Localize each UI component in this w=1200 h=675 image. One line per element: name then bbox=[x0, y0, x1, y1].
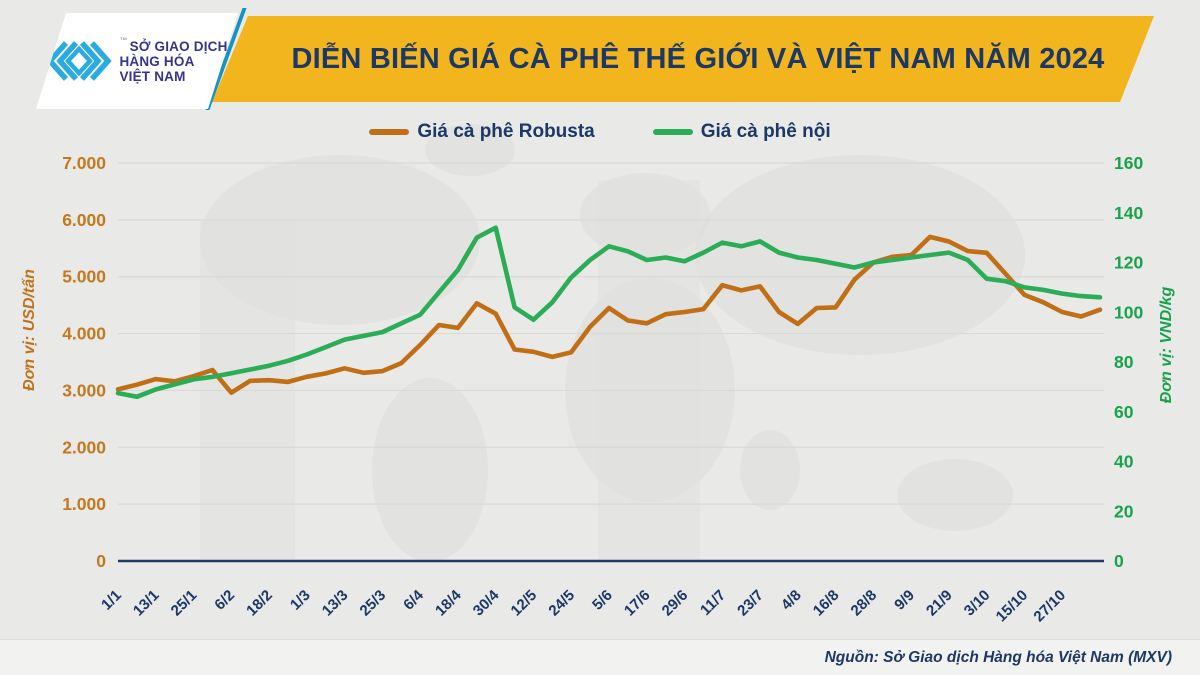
trademark-symbol: ™ bbox=[119, 35, 128, 45]
axis-tick-label: 80 bbox=[1114, 352, 1134, 372]
legend-dash-robusta bbox=[369, 129, 410, 135]
world-map-blob bbox=[897, 459, 1013, 531]
axis-tick-label: 1/3 bbox=[287, 587, 314, 614]
axis-tick-label: 140 bbox=[1114, 203, 1143, 223]
axis-tick-label: 120 bbox=[1114, 253, 1143, 273]
axis-tick-label: 1.000 bbox=[62, 494, 106, 514]
legend-item-noi: Giá cà phê nội bbox=[652, 121, 831, 143]
world-map-blob bbox=[695, 155, 1025, 355]
axis-tick-label: 17/6 bbox=[621, 587, 654, 620]
legend-dash-noi bbox=[652, 129, 693, 135]
axis-tick-label: 11/7 bbox=[697, 587, 729, 619]
axis-tick-label: 6/4 bbox=[400, 586, 427, 613]
chart-legend: Giá cà phê Robusta Giá cà phê nội bbox=[0, 121, 1200, 143]
axis-tick-label: 5.000 bbox=[62, 267, 106, 287]
axis-tick-label: 18/4 bbox=[432, 586, 465, 619]
axis-tick-label: 23/7 bbox=[734, 587, 767, 620]
legend-label-noi: Giá cà phê nội bbox=[700, 121, 831, 142]
mxv-logo: ™ SỞ GIAO DỊCH HÀNG HÓA VIỆT NAM bbox=[36, 13, 238, 109]
y-left-axis-title: Đơn vị: USD/tấn bbox=[21, 269, 38, 391]
source-text: Nguồn: Sở Giao dịch Hàng hóa Việt Nam (M… bbox=[824, 648, 1172, 666]
axis-tick-label: 9/9 bbox=[891, 587, 918, 614]
world-map-blob bbox=[372, 378, 488, 562]
axis-tick-label: 6.000 bbox=[62, 210, 106, 230]
axis-tick-label: 3/10 bbox=[961, 587, 994, 620]
backdrop-band bbox=[598, 180, 700, 561]
axis-tick-label: 3.000 bbox=[62, 380, 106, 400]
legend-item-robusta: Giá cà phê Robusta bbox=[369, 121, 595, 143]
axis-tick-label: 28/8 bbox=[848, 587, 881, 620]
axis-tick-label: 4.000 bbox=[62, 324, 106, 344]
axis-tick-label: 6/2 bbox=[211, 587, 238, 614]
legend-label-robusta: Giá cà phê Robusta bbox=[417, 121, 595, 142]
axis-tick-label: 12/5 bbox=[508, 587, 541, 620]
axis-tick-label: 1/1 bbox=[98, 587, 125, 614]
axis-tick-label: 15/10 bbox=[993, 587, 1032, 626]
world-map-blob bbox=[740, 430, 800, 510]
axis-tick-label: 100 bbox=[1114, 302, 1143, 322]
axis-tick-label: 0 bbox=[1114, 551, 1124, 571]
axis-tick-label: 5/6 bbox=[589, 587, 616, 614]
mxv-chevron-logo-icon bbox=[46, 36, 112, 86]
axis-tick-label: 160 bbox=[1114, 153, 1143, 173]
axis-tick-label: 24/5 bbox=[545, 587, 578, 620]
axis-tick-label: 27/10 bbox=[1030, 587, 1069, 626]
axis-tick-label: 16/8 bbox=[810, 587, 843, 620]
axis-tick-label: 20 bbox=[1114, 501, 1134, 521]
series-noi bbox=[115, 225, 1103, 400]
axis-tick-label: 18/2 bbox=[243, 587, 276, 620]
axis-tick-label: 0 bbox=[96, 551, 106, 571]
axis-tick-label: 13/3 bbox=[319, 587, 352, 620]
axis-tick-label: 21/9 bbox=[923, 587, 956, 620]
axis-tick-label: 30/4 bbox=[470, 586, 503, 619]
mxv-logo-text: ™ SỞ GIAO DỊCH HÀNG HÓA VIỆT NAM bbox=[119, 35, 228, 84]
title-banner: DIỄN BIẾN GIÁ CÀ PHÊ THẾ GIỚI VÀ VIỆT NA… bbox=[212, 16, 1154, 102]
source-bar: Nguồn: Sở Giao dịch Hàng hóa Việt Nam (M… bbox=[0, 640, 1200, 675]
page-title: DIỄN BIẾN GIÁ CÀ PHÊ THẾ GIỚI VÀ VIỆT NA… bbox=[291, 42, 1105, 75]
axis-tick-label: 2.000 bbox=[62, 437, 106, 457]
axis-tick-label: 13/1 bbox=[130, 587, 163, 620]
axis-tick-label: 60 bbox=[1114, 402, 1134, 422]
y-right-axis-title: Đơn vị: VND/kg bbox=[1158, 286, 1175, 404]
axis-tick-label: 25/3 bbox=[357, 587, 390, 620]
series-robusta bbox=[115, 234, 1103, 396]
axis-tick-label: 7.000 bbox=[62, 153, 106, 173]
axis-tick-label: 29/6 bbox=[659, 587, 692, 620]
axis-tick-label: 40 bbox=[1114, 452, 1134, 472]
axis-tick-label: 4/8 bbox=[778, 587, 805, 614]
axis-tick-label: 25/1 bbox=[168, 587, 201, 620]
